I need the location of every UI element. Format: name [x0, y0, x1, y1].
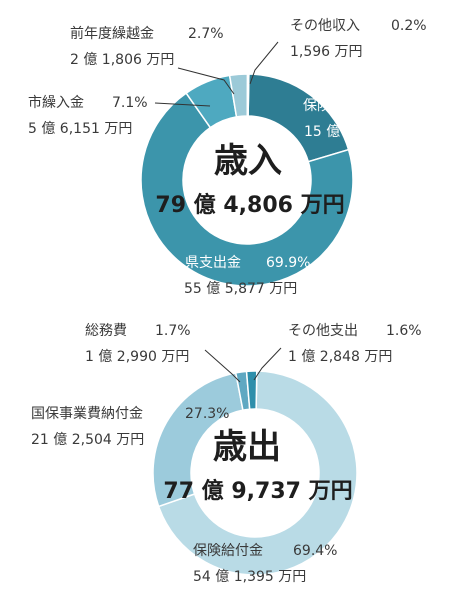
rev-leader-kurikoshi: [177, 67, 235, 95]
rev-label-kurikoshi-amount: 2 億 1,806 万円: [70, 52, 174, 68]
exp-leader-sonota: [253, 347, 282, 381]
rev-leader-shikurire: [154, 102, 211, 107]
revenue-center-total: 79 億 4,806 万円: [155, 192, 344, 218]
exp-label-kokuho-pct: 27.3%: [185, 406, 229, 422]
exp-label-somu-pct: 1.7%: [155, 323, 191, 339]
exp-label-hokenkyufu-amount: 54 億 1,395 万円: [193, 569, 306, 585]
rev-label-hokenzei-pct: 20.1%: [372, 98, 416, 114]
exp-label-somu-amount: 1 億 2,990 万円: [85, 349, 189, 365]
rev-label-sonota-amount: 1,596 万円: [290, 44, 363, 60]
rev-label-kenshishutsu-amount: 55 億 5,877 万円: [184, 281, 297, 297]
expenditure-center-title: 歳出: [213, 427, 281, 467]
exp-leader-somu: [204, 349, 241, 383]
rev-label-kurikoshi-pct: 2.7%: [188, 26, 224, 42]
rev-label-sonota-pct: 0.2%: [391, 18, 427, 34]
rev-label-kenshishutsu-pct: 69.9%: [266, 255, 310, 271]
exp-label-sonota-amount: 1 億 2,848 万円: [288, 349, 392, 365]
rev-label-hokenzei-amount: 15 億 9,376 万円: [304, 124, 417, 140]
exp-label-kokuho-amount: 21 億 2,504 万円: [31, 432, 144, 448]
rev-label-sonota-name: その他収入: [290, 18, 360, 34]
exp-label-sonota-pct: 1.6%: [386, 323, 422, 339]
rev-label-kurikoshi-name: 前年度繰越金: [70, 25, 154, 42]
rev-label-shikurire-pct: 7.1%: [112, 95, 148, 111]
rev-label-kenshishutsu-name: 県支出金: [185, 255, 241, 271]
revenue-slice-1: [140, 92, 354, 287]
revenue-center-title: 歳入: [214, 141, 282, 181]
rev-label-shikurire-amount: 5 億 6,151 万円: [28, 121, 132, 137]
revenue-slice-4: [246, 73, 250, 117]
expenditure-donut: [152, 370, 358, 576]
exp-label-hokenkyufu-name: 保険給付金: [193, 543, 263, 559]
exp-label-hokenkyufu-pct: 69.4%: [293, 543, 337, 559]
rev-label-shikurire-name: 市繰入金: [28, 94, 84, 111]
exp-label-kokuho-name: 国保事業費納付金: [31, 406, 143, 422]
rev-leader-sonota: [249, 41, 279, 85]
expenditure-slice-3: [245, 370, 258, 411]
expenditure-center-total: 77 億 9,737 万円: [163, 478, 352, 504]
revenue-donut: [140, 73, 354, 287]
expenditure-slice-0: [157, 370, 358, 576]
exp-label-somu-name: 総務費: [85, 323, 127, 339]
exp-label-sonota-name: その他支出: [288, 323, 358, 339]
rev-label-hokenzei-name: 保険税: [303, 98, 345, 114]
